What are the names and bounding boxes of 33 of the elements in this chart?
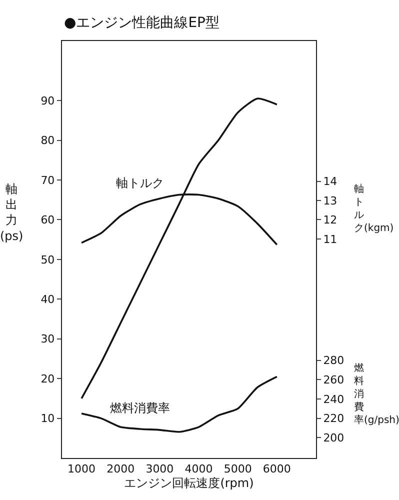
y-tick-label: 80 xyxy=(40,134,55,148)
y2-axis-title: 軸トルク(kgm) xyxy=(354,183,394,234)
line-series xyxy=(80,376,278,433)
y-tick-label: 40 xyxy=(40,292,55,306)
y3-tick-label: 240 xyxy=(323,392,344,406)
y-axis-title: 軸出力(ps) xyxy=(0,182,24,243)
x-axis-title: エンジン回転速度(rpm) xyxy=(124,476,254,490)
y-tick-label: 60 xyxy=(40,214,55,227)
x-tick-label: 2000 xyxy=(106,462,135,476)
series-label: 軸トルク xyxy=(116,176,164,190)
y-tick-label: 70 xyxy=(40,174,55,187)
x-tick-label: 5000 xyxy=(224,462,252,476)
y2-tick-label: 13 xyxy=(323,194,338,208)
y3-tick-label: 200 xyxy=(323,432,344,445)
y-tick-label: 90 xyxy=(40,94,55,108)
y-tick-label: 30 xyxy=(40,332,55,346)
y-tick-label: 50 xyxy=(40,253,55,266)
line-series xyxy=(80,98,278,400)
y-tick-label: 10 xyxy=(40,412,55,426)
series-label: 燃料消費率 xyxy=(110,401,170,415)
y-tick-label: 20 xyxy=(40,372,55,386)
y3-tick-label: 280 xyxy=(323,354,344,368)
y2-tick-label: 14 xyxy=(323,175,338,188)
y3-tick-label: 260 xyxy=(323,373,344,386)
y2-tick-label: 11 xyxy=(323,232,338,246)
y3-axis-title: 燃料消費率(g/psh) xyxy=(354,362,399,426)
x-tick-label: 3000 xyxy=(146,462,174,476)
chart-title: ●エンジン性能曲線EP型 xyxy=(64,15,220,31)
x-tick-label: 6000 xyxy=(262,462,291,476)
x-tick-label: 1000 xyxy=(68,462,96,476)
y2-tick-label: 12 xyxy=(323,214,338,227)
y3-tick-label: 220 xyxy=(323,412,344,426)
x-tick-label: 4000 xyxy=(184,462,213,476)
